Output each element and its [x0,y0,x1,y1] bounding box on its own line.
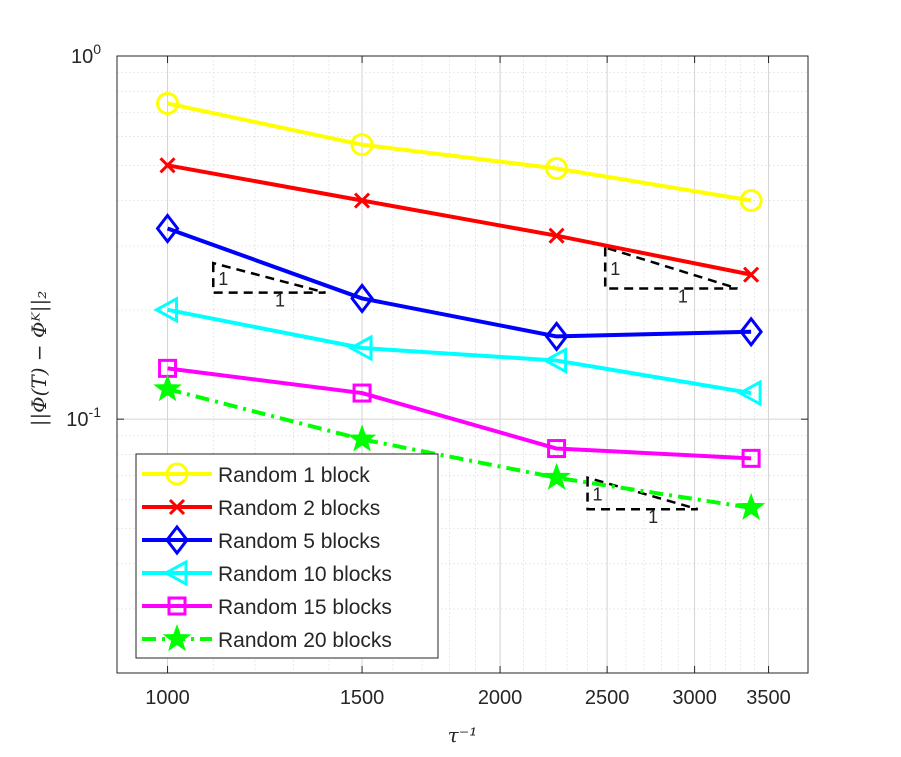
data-point [156,91,180,115]
series-line [167,101,752,203]
data-point [741,448,761,468]
slope-triangle [586,476,699,511]
legend-label: Random 10 blocks [218,563,392,586]
series-line [167,387,752,510]
data-point [347,424,377,452]
x-axis-label: τ⁻¹ [448,723,478,747]
data-point [153,296,179,324]
data-point [350,133,374,157]
legend-entry: Random 10 blocks [142,559,392,587]
data-point [739,316,763,348]
data-point [542,347,568,375]
x-tick-label: 1000 [145,687,190,709]
data-point [352,383,372,403]
legend-label: Random 5 blocks [218,530,380,553]
data-point [350,282,374,314]
data-point [739,189,763,213]
data-point [547,439,567,459]
legend-box [135,453,439,659]
axes-box [116,55,809,674]
slope-run-label: 1 [275,291,285,311]
legend-label: Random 2 blocks [218,497,380,520]
slope-triangle [603,245,738,290]
data-point [162,624,192,652]
data-point [548,227,565,244]
data-point [545,157,569,181]
x-tick-label: 2000 [478,687,523,709]
series-group [158,358,761,468]
data-point [165,524,189,556]
slope-run-label: 1 [678,286,688,306]
series-group [159,157,760,283]
legend-label: Random 15 blocks [218,596,392,619]
data-point [743,266,760,283]
slope-rise-label: 1 [218,269,228,289]
data-point [354,192,371,209]
legend-entry: Random 20 blocks [142,624,392,652]
x-tick-label: 1500 [340,687,385,709]
y-axis-label: ||Φ(T) − Φᴷ||₂ [27,291,52,427]
data-point [162,559,188,587]
data-point [153,374,182,402]
x-tick-label: 2500 [585,687,630,709]
data-point [736,492,766,520]
series-group [156,91,763,213]
slope-run-label: 1 [648,507,658,527]
slope-rise-label: 1 [610,259,620,279]
data-point [347,334,373,362]
legend-label: Random 1 block [218,464,370,487]
data-point [155,213,180,244]
series-group [153,296,762,407]
series-line [166,226,752,339]
legend-label: Random 20 blocks [218,629,392,652]
data-point [542,462,571,490]
data-point [168,498,186,516]
legend-entry: Random 1 block [142,462,370,487]
data-point [736,379,762,407]
data-point [159,157,176,174]
axes: 1000 1500 2000 2500 3000 3500 10-1 100 τ⁻¹ ||Φ(T)… [27,41,809,747]
x-tick-label: 3000 [672,687,717,709]
legend-entry: Random 15 blocks [142,596,392,619]
data-point [167,596,187,616]
y-tick-label: 10-1 [66,404,101,431]
data-point [544,320,569,352]
legend-entry: Random 2 blocks [142,497,380,520]
series-line [167,163,752,277]
series-group [155,213,763,352]
y-tick-label: 100 [71,41,101,68]
legend-entry: Random 5 blocks [142,524,380,556]
series-line [167,366,752,461]
series-group [153,374,766,520]
slope-triangles: 1 1 1 1 1 1 [212,245,738,527]
series-line [167,307,752,396]
legend: Random 1 block Random 2 blocks Random 5 bl… [135,453,439,659]
x-tick-label: 3500 [746,687,791,709]
series [153,91,766,520]
slope-rise-label: 1 [593,484,603,504]
slope-triangle [212,261,326,294]
data-point [165,462,189,486]
